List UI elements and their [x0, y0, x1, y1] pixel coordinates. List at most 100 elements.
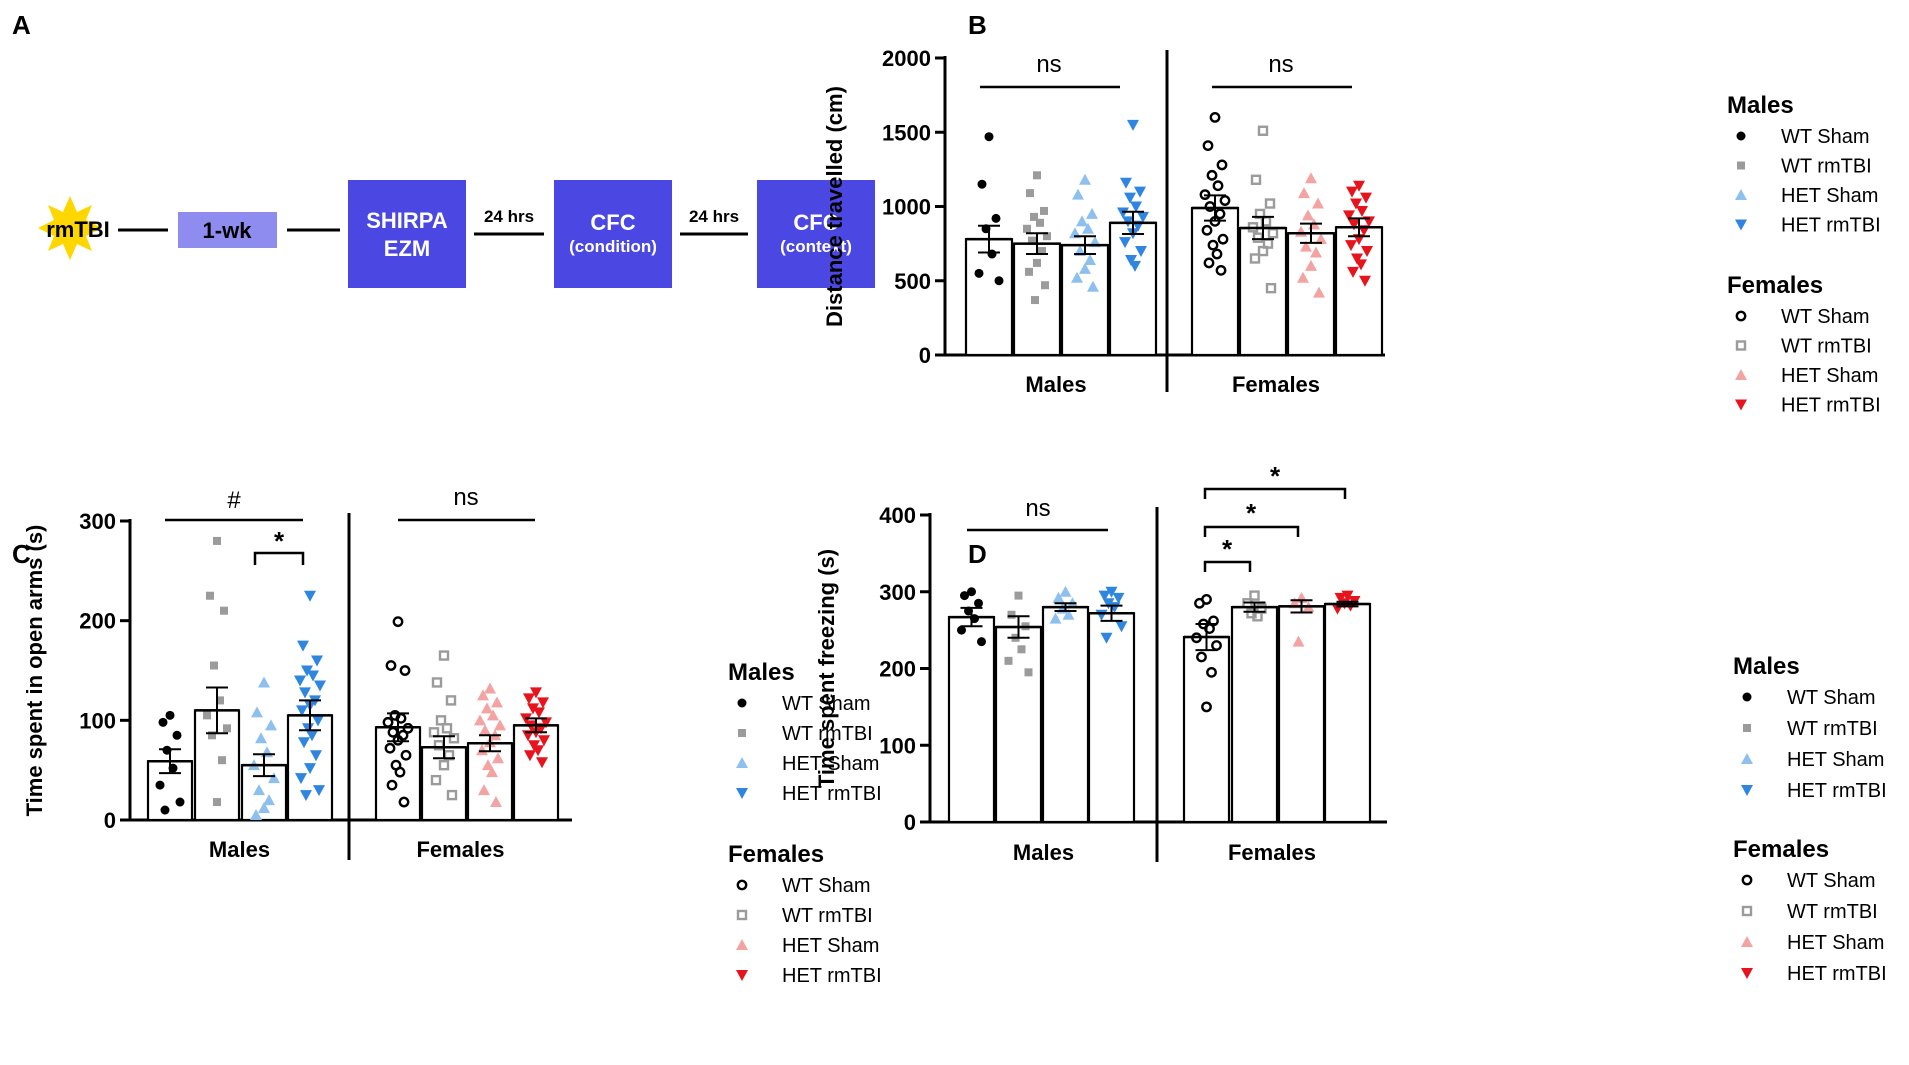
legend-marker: [1741, 753, 1753, 764]
legend-marker: [1741, 874, 1753, 886]
cfc-context-box: [757, 180, 875, 288]
data-point: [1305, 172, 1317, 184]
y-tick-label: 300: [879, 580, 916, 605]
data-point: [1295, 225, 1307, 237]
data-point: [1194, 597, 1205, 609]
bar: [1190, 206, 1240, 357]
data-point: [155, 780, 165, 790]
data-point: [306, 730, 318, 742]
legend-item-label: WT rmTBI: [1781, 336, 1872, 358]
legend-item-label: WT Sham: [1781, 306, 1870, 328]
panel-label-c: C: [12, 539, 31, 569]
bar: [964, 238, 1014, 357]
bar: [1087, 612, 1136, 824]
y-tick-label: 0: [904, 810, 916, 835]
data-point: [216, 696, 224, 705]
data-point: [1216, 159, 1228, 171]
data-point: [974, 268, 984, 278]
legend-females-title: Females: [1727, 272, 1823, 299]
data-point: [482, 759, 494, 771]
data-point: [304, 763, 316, 775]
data-point: [386, 779, 398, 791]
data-point: [486, 766, 498, 778]
data-point: [1052, 591, 1065, 603]
y-tick-label: 0: [919, 343, 931, 368]
legend-marker: [1741, 785, 1753, 796]
data-point: [967, 587, 976, 597]
data-point: [1343, 210, 1355, 222]
bar: [947, 615, 996, 824]
legend-item-label: HET Sham: [782, 753, 879, 775]
data-point: [1265, 282, 1277, 294]
data-point: [1023, 224, 1031, 233]
bar: [512, 724, 560, 822]
legend-item-label: HET rmTBI: [1787, 780, 1887, 802]
data-point: [1219, 195, 1231, 206]
data-point: [1264, 198, 1276, 209]
data-point: [392, 616, 404, 628]
data-point: [398, 796, 410, 808]
bar: [374, 726, 422, 822]
bar: [1108, 221, 1158, 357]
data-point: [524, 750, 536, 762]
legend-marker: [1736, 131, 1746, 141]
data-point: [1072, 188, 1084, 200]
data-point: [298, 737, 310, 749]
data-point: [312, 715, 324, 727]
data-point: [307, 670, 319, 682]
legend-marker: [736, 879, 748, 891]
data-point: [1049, 612, 1062, 624]
data-point: [1257, 125, 1269, 136]
data-point: [1348, 219, 1360, 231]
legend-item-label: HET rmTBI: [1781, 395, 1881, 417]
data-point: [1353, 180, 1365, 192]
data-point: [1038, 247, 1046, 256]
data-point: [1209, 112, 1221, 123]
legend-females-title: Females: [728, 841, 824, 868]
significance-label: #: [227, 487, 241, 514]
data-point: [261, 746, 273, 758]
significance-label: *: [1246, 498, 1257, 528]
data-point: [957, 625, 966, 635]
data-point: [258, 802, 270, 814]
legend-males-title: Males: [728, 659, 795, 686]
chart-time-freezing: 0 100 200 300 400 Time spent freezing (s) Male…: [814, 461, 1387, 865]
data-point: [210, 661, 218, 670]
gap1-label: 24 hrs: [484, 207, 534, 226]
bar: [1182, 635, 1231, 824]
data-point: [481, 702, 493, 714]
group-label: Males: [209, 837, 270, 862]
chart-time-open-arms: 0 100 200 300 Time spent in open arms (s) Mal…: [22, 484, 572, 862]
data-point: [1117, 207, 1129, 219]
data-point: [313, 785, 325, 797]
data-point: [445, 695, 457, 706]
data-point: [1028, 236, 1036, 245]
data-point: [477, 689, 489, 701]
data-point: [1250, 174, 1262, 185]
legend-marker: [1735, 310, 1747, 322]
data-point: [255, 732, 267, 744]
data-point: [1130, 201, 1142, 213]
significance-label: ns: [1268, 51, 1293, 78]
data-point: [991, 213, 1001, 223]
y-tick-label: 500: [894, 269, 931, 294]
data-point: [296, 705, 308, 717]
data-point: [250, 809, 262, 821]
data-point: [1040, 206, 1048, 215]
week-box: [178, 212, 277, 248]
timeline: rmTBI 1-wk SHIRPA EZM 24 hrs CFC (condit…: [38, 180, 875, 288]
legend-marker: [736, 909, 748, 921]
data-point: [1125, 254, 1137, 266]
data-point: [314, 680, 326, 692]
data-point: [399, 665, 411, 676]
y-axis-label: Time spent freezing (s): [814, 549, 839, 788]
y-tick-label: 2000: [882, 46, 931, 71]
legend-item-label: HET Sham: [1781, 365, 1878, 387]
data-point: [1086, 207, 1098, 219]
data-point: [491, 696, 503, 708]
y-tick-label: 200: [79, 609, 116, 634]
data-point: [1100, 632, 1113, 644]
data-point: [1036, 218, 1044, 227]
data-point: [1007, 610, 1016, 619]
bar: [1238, 226, 1288, 357]
